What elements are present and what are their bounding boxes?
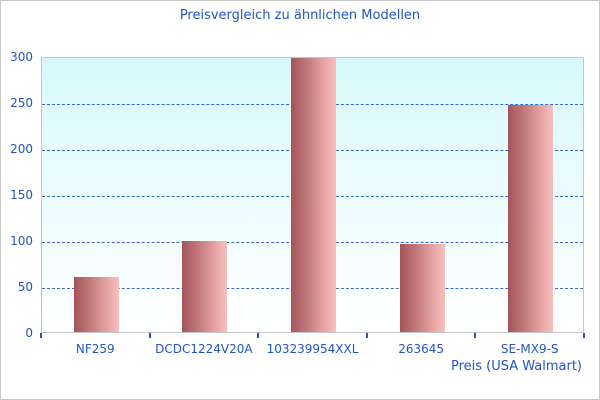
bar-263645 — [399, 244, 445, 332]
y-axis-tick-label: 100 — [10, 234, 33, 248]
x-axis-title: Preis (USA Walmart) — [450, 359, 582, 374]
x-axis-tick — [474, 333, 477, 338]
y-axis-tick-label: 200 — [10, 142, 33, 156]
x-axis-category-label: DCDC1224V20A — [155, 342, 253, 356]
x-axis-tick — [40, 333, 42, 338]
x-axis-tick — [148, 333, 151, 338]
bar-103239954XXL — [291, 58, 336, 332]
y-axis-tick-label: 50 — [17, 280, 33, 294]
x-axis-category-label: 263645 — [398, 342, 444, 356]
x-axis-tick — [257, 333, 260, 338]
x-axis-tick — [365, 333, 368, 338]
y-axis-tick-label: 300 — [10, 50, 33, 64]
bar-SE-MX9-S — [508, 104, 554, 332]
bar-NF259 — [73, 277, 119, 332]
y-axis-tick-label: 150 — [10, 188, 33, 202]
x-axis-category-label: 103239954XXL — [266, 342, 359, 356]
x-axis-category-label: SE-MX9-S — [500, 342, 559, 356]
plot-area — [41, 57, 584, 333]
x-axis-tick — [583, 333, 585, 338]
bar-DCDC1224V20A — [182, 240, 228, 332]
x-axis-category-label: NF259 — [75, 342, 115, 356]
y-axis-tick-label: 250 — [10, 96, 33, 110]
y-axis-tick-label: 0 — [25, 326, 33, 340]
chart-title: Preisvergleich zu ähnlichen Modellen — [179, 8, 421, 23]
